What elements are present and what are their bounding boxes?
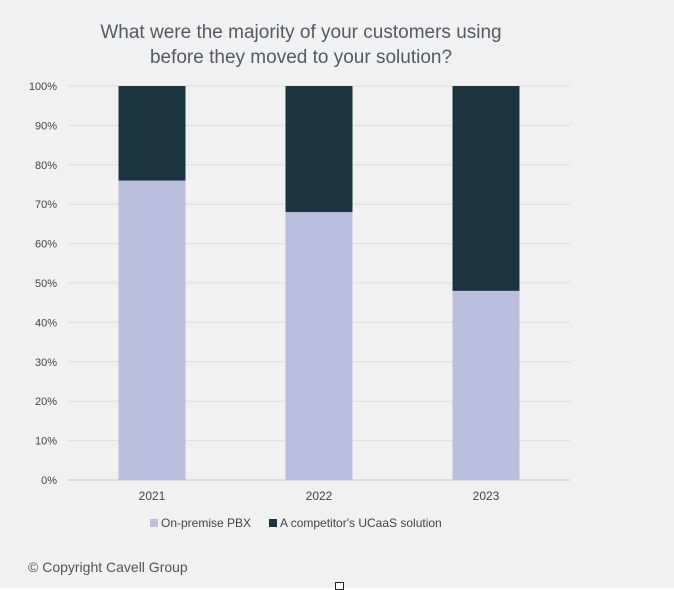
legend-swatch-on-premise (150, 519, 158, 527)
y-tick-label-8: 80% (35, 160, 57, 172)
legend-swatch-competitor (269, 519, 278, 527)
chart-title-line-2: before they moved to your solution? (149, 47, 453, 68)
y-tick-label-3: 30% (35, 357, 57, 369)
legend-item-on-premise: On-premise PBX (150, 516, 251, 530)
y-tick-label-2: 20% (35, 396, 57, 408)
legend-label-on-premise: On-premise PBX (161, 516, 252, 530)
y-tick-label-0: 0% (41, 475, 57, 487)
x-tick-label-2022: 2022 (306, 489, 333, 503)
bar-2023-series-0 (452, 290, 520, 480)
cursor-marker (335, 582, 344, 590)
copyright-text: © Copyright Cavell Group (28, 559, 188, 575)
chart-title: What were the majority of your customers… (40, 20, 562, 70)
y-tick-label-1: 10% (35, 436, 57, 448)
y-tick-label-9: 90% (35, 120, 57, 132)
y-tick-label-5: 50% (35, 278, 57, 290)
bar-2021-series-1 (118, 86, 186, 181)
legend-label-competitor: A competitor's UCaaS solution (280, 516, 442, 530)
y-tick-label-7: 70% (35, 199, 57, 211)
bar-2023-series-1 (452, 86, 520, 291)
x-tick-label-2023: 2023 (473, 489, 500, 503)
bar-2022-series-1 (285, 86, 353, 213)
chart-legend: On-premise PBX A competitor's UCaaS solu… (150, 516, 460, 530)
x-tick-label-2021: 2021 (139, 489, 166, 503)
bar-2021-series-0 (118, 180, 186, 480)
y-tick-label-6: 60% (35, 239, 57, 251)
chart-title-line-1: What were the majority of your customers… (100, 22, 502, 43)
y-tick-label-10: 100% (29, 81, 57, 93)
bar-2022-series-0 (285, 212, 353, 480)
legend-item-competitor: A competitor's UCaaS solution (269, 516, 442, 530)
y-tick-label-4: 40% (35, 317, 57, 329)
